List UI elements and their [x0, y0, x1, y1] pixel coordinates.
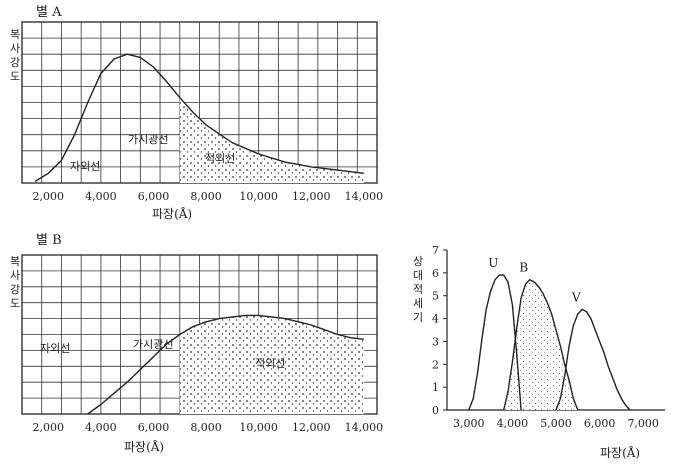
chart-a-infrared-fill: [179, 97, 364, 183]
chart-b-ylabel: 복 사 강 도: [10, 255, 20, 310]
x-tick-label: 4,000: [85, 190, 117, 203]
y-tick-label: 6: [432, 267, 439, 280]
chart-a-ylabel-char: 사: [10, 42, 20, 55]
y-tick-label: 2: [432, 358, 439, 371]
chart-b-title: 별 B: [36, 233, 62, 248]
x-tick-label: 6,000: [584, 417, 616, 430]
chart-a-region-uv: 자외선: [70, 160, 100, 173]
x-tick-label: 10,000: [239, 421, 278, 434]
x-tick-label: 6,000: [138, 421, 170, 434]
chart-a-region-ir: 적외선: [205, 152, 235, 165]
chart-c-x-ticks: 3,000 4,000 5,000 6,000 7,000: [453, 417, 659, 430]
y-tick-label: 5: [432, 290, 439, 303]
x-tick-label: 10,000: [239, 190, 278, 203]
y-tick-label: 4: [432, 313, 439, 326]
x-tick-label: 4,000: [497, 417, 529, 430]
chart-a-ylabel: 복 사 강 도: [10, 28, 20, 83]
y-tick-label: 0: [432, 404, 439, 417]
chart-b-ylabel-char: 도: [10, 297, 20, 310]
x-tick-label: 2,000: [33, 421, 65, 434]
chart-b-region-uv: 자외선: [40, 342, 70, 355]
filter-curve-u: [468, 274, 522, 411]
chart-a-x-ticks: 2,000 4,000 6,000 8,000 10,000 12,000 14,000: [33, 190, 384, 203]
chart-a-xlabel: 파장(Å): [152, 206, 192, 221]
x-tick-label: 4,000: [85, 421, 117, 434]
chart-b-region-visible: 가시광선: [133, 338, 173, 351]
chart-c-xlabel: 파장(Å): [600, 445, 640, 460]
y-tick-label: 7: [432, 244, 439, 257]
x-tick-label: 12,000: [292, 190, 331, 203]
chart-c-y-ticks: 0 1 2 3 4 5 6 7: [432, 244, 447, 417]
chart-c-series-labels: U B V: [488, 256, 581, 304]
x-tick-label: 8,000: [190, 421, 222, 434]
chart-star-a: 별 A 복 사 강 도 2,000 4,000 6,000 8,000 10,000 12…: [10, 5, 383, 221]
chart-b-region-ir: 적외선: [255, 357, 285, 370]
chart-b-curve: [87, 314, 364, 415]
chart-c-b-fill: [503, 279, 578, 410]
chart-a-ylabel-char: 도: [10, 70, 20, 83]
x-tick-label: 6,000: [138, 190, 170, 203]
series-label-v: V: [571, 290, 581, 304]
series-label-u: U: [488, 256, 498, 270]
chart-c-ylabel: 상 대 적 세 기: [413, 255, 423, 324]
chart-c-ylabel-char: 적: [413, 283, 423, 296]
chart-b-infrared-fill: [179, 315, 364, 414]
chart-star-b: 별 B 복 사 강 도 2,000 4,000 6,000 8,000 10,000 12…: [10, 233, 383, 454]
x-tick-label: 7,000: [627, 417, 659, 430]
chart-a-curve: [34, 53, 364, 182]
chart-a-region-visible: 가시광선: [128, 133, 168, 146]
y-tick-label: 3: [432, 335, 439, 348]
chart-c-ylabel-char: 세: [413, 297, 423, 310]
chart-a-ylabel-char: 복: [10, 28, 20, 41]
x-tick-label: 14,000: [345, 190, 384, 203]
chart-b-xlabel: 파장(Å): [124, 439, 164, 454]
x-tick-label: 3,000: [453, 417, 485, 430]
x-tick-label: 2,000: [33, 190, 65, 203]
chart-a-ylabel-char: 강: [10, 56, 20, 69]
x-tick-label: 14,000: [345, 421, 384, 434]
chart-ubv-filters: 상 대 적 세 기 0 1 2 3 4 5 6 7 U B V 3,000 4,000 5,000 6,…: [413, 244, 665, 460]
chart-b-ylabel-char: 강: [10, 283, 20, 296]
x-tick-label: 8,000: [190, 190, 222, 203]
chart-c-ylabel-char: 기: [413, 311, 423, 324]
chart-c-curves: [468, 274, 631, 411]
chart-b-ylabel-char: 사: [10, 269, 20, 282]
filter-curve-v: [555, 308, 631, 411]
x-tick-label: 5,000: [540, 417, 572, 430]
chart-a-title: 별 A: [36, 5, 62, 20]
x-tick-label: 12,000: [292, 421, 331, 434]
y-tick-label: 1: [432, 381, 439, 394]
chart-c-ylabel-char: 상: [413, 255, 423, 268]
chart-b-x-ticks: 2,000 4,000 6,000 8,000 10,000 12,000 14,000: [33, 421, 384, 434]
chart-b-ylabel-char: 복: [10, 255, 20, 268]
series-label-b: B: [519, 261, 528, 275]
chart-c-ylabel-char: 대: [413, 269, 423, 282]
